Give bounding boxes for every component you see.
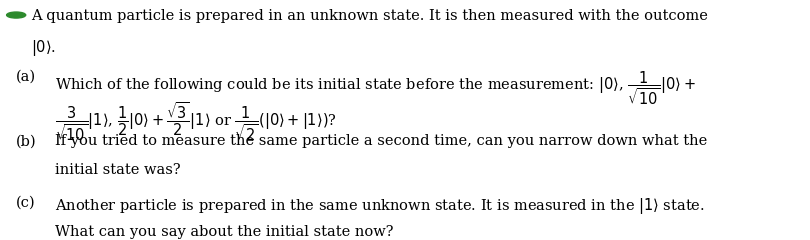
Text: (c): (c) [16, 196, 36, 210]
Circle shape [6, 12, 26, 18]
Text: Another particle is prepared in the same unknown state. It is measured in the $|: Another particle is prepared in the same… [55, 196, 705, 216]
Text: (b): (b) [16, 134, 36, 148]
Text: Which of the following could be its initial state before the measurement: $|0\ra: Which of the following could be its init… [55, 69, 696, 107]
Text: $\dfrac{3}{\sqrt{10}}|1\rangle$, $\dfrac{1}{2}|0\rangle + \dfrac{\sqrt{3}}{2}|1\: $\dfrac{3}{\sqrt{10}}|1\rangle$, $\dfrac… [55, 101, 337, 143]
Text: (a): (a) [16, 69, 36, 84]
Text: $|0\rangle$.: $|0\rangle$. [31, 38, 56, 58]
Text: If you tried to measure the same particle a second time, can you narrow down wha: If you tried to measure the same particl… [55, 134, 707, 148]
Text: What can you say about the initial state now?: What can you say about the initial state… [55, 225, 394, 239]
Text: A quantum particle is prepared in an unknown state. It is then measured with the: A quantum particle is prepared in an unk… [31, 9, 708, 23]
Text: initial state was?: initial state was? [55, 163, 181, 177]
